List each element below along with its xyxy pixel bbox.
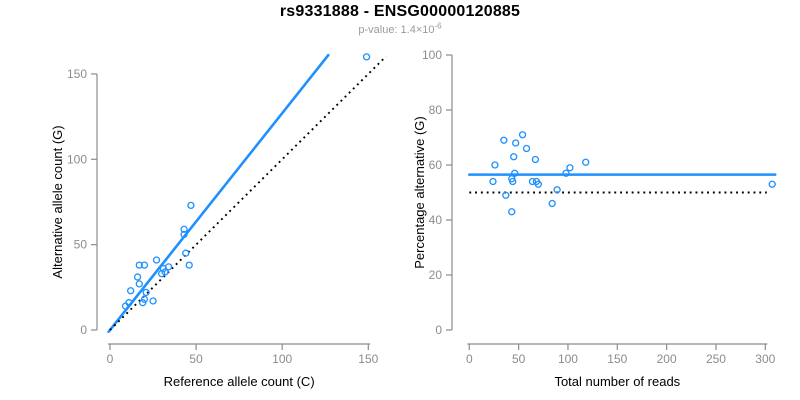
x-tick-label: 0 [107,352,114,366]
scatter-point [140,295,149,303]
percentage-panel: 0 20 40 60 80 100 0 50 100 150 200 250 300 Total numb… [412,48,777,389]
scatter-point [502,191,510,199]
scatter-point [553,186,561,194]
x-tick-label: 250 [706,352,726,366]
y-axis-title: Percentage alternative (G) [412,116,427,268]
x-axis-title: Total number of reads [554,374,680,389]
x-tick-label: 300 [755,352,775,366]
pvalue-text: p-value: 1.4×10 [358,24,435,36]
scatter-point [562,169,570,177]
scatter-point [548,199,556,208]
scatter-point [127,287,135,295]
y-tick-label: 20 [429,268,443,282]
y-tick-label: 40 [429,213,443,227]
scatter-point [187,201,195,210]
scatter-point [362,53,371,61]
scatter-point [768,180,776,188]
scatter-point [508,208,516,216]
scatter-point [182,249,190,257]
x-tick-label: 50 [512,352,526,366]
scatter-point [512,139,520,147]
x-tick-label: 0 [466,352,473,366]
scatter-point [582,158,590,166]
scatter-point [522,144,531,153]
figure-title: rs9331888 - ENSG00000120885 [279,3,521,20]
y-tick-label: 100 [67,152,87,166]
x-axis-title: Reference allele count (C) [164,374,315,389]
scatter-point [185,261,193,269]
scatter-point [180,225,188,233]
scatter-point [133,273,142,281]
y-tick-label: 0 [435,323,442,337]
scatter-point [509,177,517,186]
fit-line [107,53,330,334]
x-tick-label: 200 [657,352,677,366]
scatter-point [180,230,188,239]
scatter-point [149,297,157,305]
scatter-point [500,136,508,144]
scatter-point [491,161,499,169]
scatter-point [142,288,150,297]
y-axis-title: Alternative allele count (G) [50,125,65,278]
y-tick-label: 0 [80,323,87,337]
y-tick-label: 60 [429,158,443,172]
scatter-point [531,155,540,164]
allele-counts-panel: 0 50 100 150 0 50 100 150 Reference allele count… [50,53,387,389]
figure-subtitle: p-value: 1.4×10-6 [0,21,800,36]
scatter-point [511,169,519,177]
y-tick-label: 100 [422,48,442,62]
scatter-point [161,268,169,276]
scatter-point [125,299,133,307]
scatter-point [510,153,518,161]
scatter-point [489,177,497,186]
scatter-point [140,261,149,269]
scatter-point [566,164,574,172]
scatter-point [152,256,161,264]
scatter-point [164,263,173,271]
x-tick-label: 150 [607,352,627,366]
scatter-point [534,180,543,188]
y-tick-label: 150 [67,67,87,81]
scatter-point [135,261,143,269]
x-tick-label: 50 [189,352,203,366]
pvalue-exponent: -6 [434,21,442,31]
identity-line [109,55,387,331]
x-tick-label: 150 [358,352,378,366]
y-tick-label: 50 [74,238,88,252]
y-tick-label: 80 [429,103,443,117]
scatter-point [528,177,537,186]
x-tick-label: 100 [272,352,292,366]
scatter-point [135,280,143,288]
scatter-point [518,131,527,139]
x-tick-label: 100 [558,352,578,366]
